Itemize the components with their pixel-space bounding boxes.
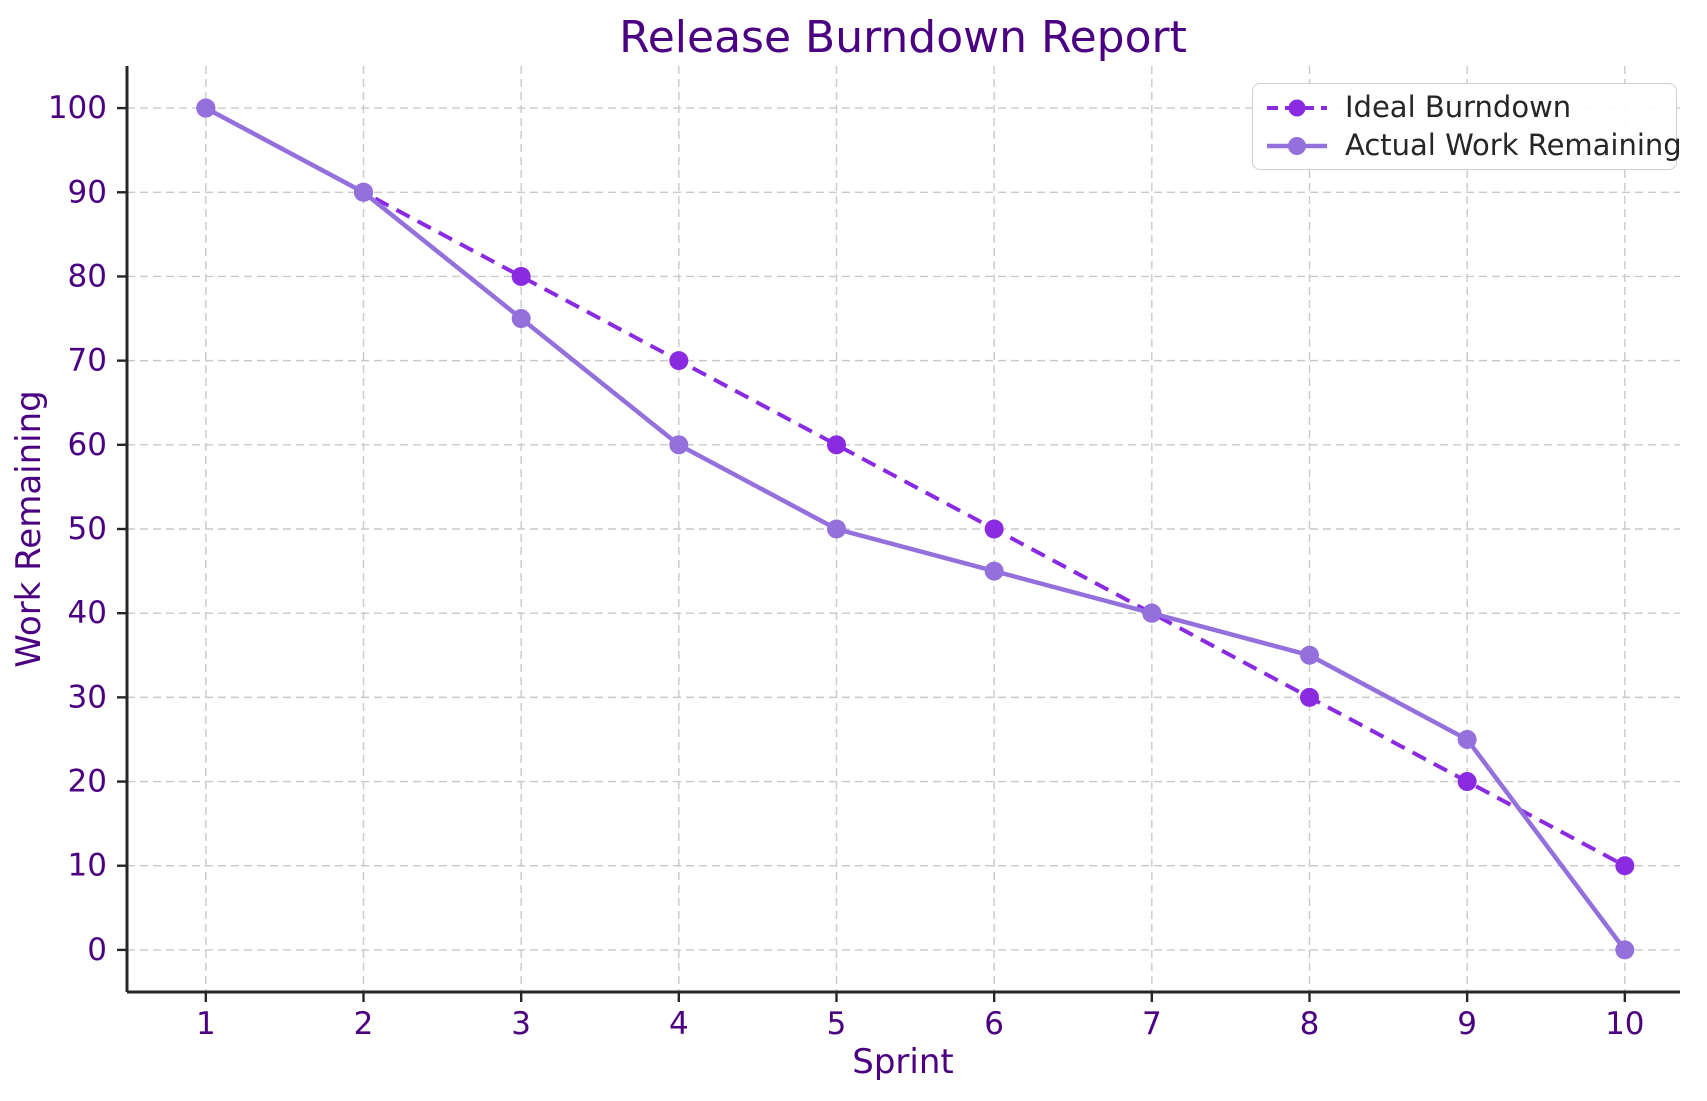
x-tick-label: 7 [1142,1006,1162,1042]
legend-item-ideal: Ideal Burndown [1265,93,1676,122]
legend-item-actual: Actual Work Remaining [1265,131,1682,160]
actual-line-sample-icon [1267,136,1327,155]
series-line-0 [204,106,1626,868]
y-tick-label: 100 [48,90,107,126]
data-point [1142,603,1162,623]
data-point [511,266,531,286]
data-point [669,351,689,371]
y-tick-label: 20 [68,764,107,800]
y-tick-label: 50 [68,511,107,547]
series-line-1 [204,106,1627,952]
chart-title: Release Burndown Report [619,12,1187,63]
y-tick-label: 90 [68,174,107,210]
data-point [511,309,531,329]
data-point [1615,856,1635,876]
x-tick-label: 2 [354,1006,374,1042]
data-point [1457,772,1477,792]
y-tick-label: 40 [68,595,107,631]
grid-lines [127,66,1680,992]
y-tick-label: 10 [68,848,107,884]
data-point [826,435,846,455]
x-tick-label: 6 [984,1006,1004,1042]
legend-label-actual: Actual Work Remaining [1345,128,1682,162]
axes [117,66,1680,1002]
data-point [1299,687,1319,707]
y-tick-label: 0 [87,932,107,968]
x-tick-label: 10 [1605,1006,1644,1042]
x-tick-label: 5 [827,1006,847,1042]
data-point [353,182,373,202]
x-tick-label: 8 [1300,1006,1320,1042]
data-point [1457,729,1477,749]
data-point [1615,940,1635,960]
y-tick-label: 70 [68,343,107,379]
data-point [1299,645,1319,665]
data-series [196,98,1635,960]
data-point [826,519,846,539]
x-tick-label: 1 [196,1006,216,1042]
x-tick-label: 3 [511,1006,531,1042]
ideal-line-sample-icon [1267,99,1327,116]
y-tick-label: 30 [68,679,107,715]
data-point [196,98,216,118]
x-axis-label: Sprint [852,1042,953,1082]
y-tick-label: 60 [68,427,107,463]
data-point [984,561,1004,581]
data-point [669,435,689,455]
y-axis-label: Work Remaining [9,390,49,667]
data-point [984,519,1004,539]
y-tick-label: 80 [68,258,107,294]
legend: Ideal Burndown Actual Work Remaining [1252,83,1682,170]
x-tick-label: 9 [1457,1006,1477,1042]
x-tick-label: 4 [669,1006,689,1042]
legend-label-ideal: Ideal Burndown [1345,90,1572,124]
